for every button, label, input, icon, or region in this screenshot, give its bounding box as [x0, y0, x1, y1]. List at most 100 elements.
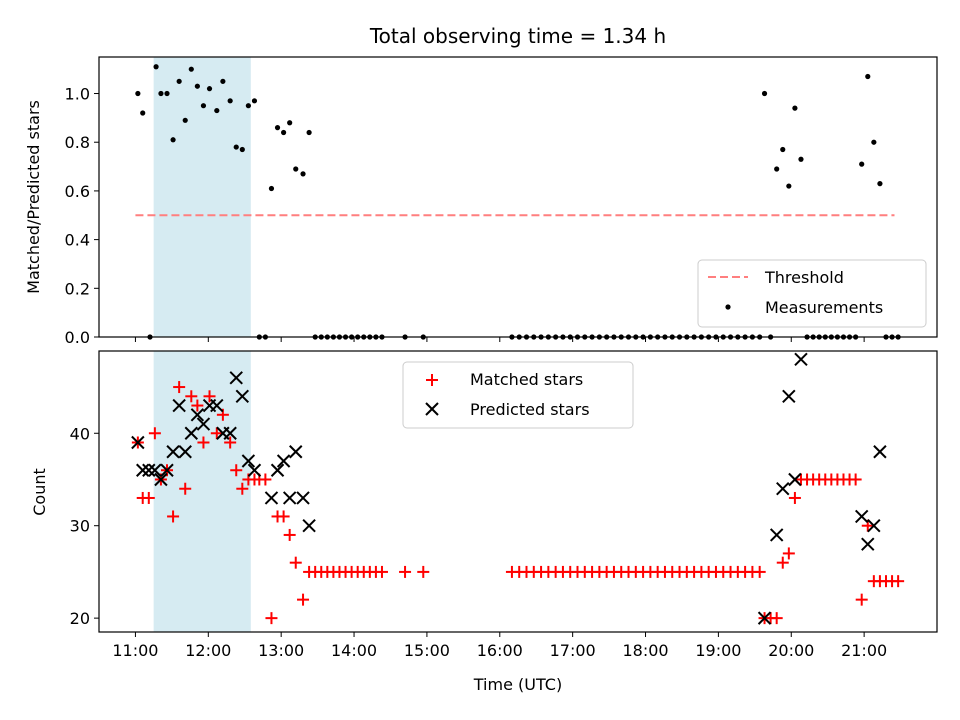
- measurement-point: [798, 156, 804, 162]
- measurement-point: [239, 146, 245, 153]
- matched-star-point: [849, 473, 862, 486]
- predicted-star-point: [229, 371, 243, 385]
- measurement-point: [871, 139, 877, 145]
- predicted-star-point: [154, 472, 168, 487]
- matched-star-point: [210, 427, 223, 440]
- matched-star-point: [142, 491, 155, 504]
- predicted-star-point: [131, 435, 145, 450]
- measurement-point: [281, 129, 287, 136]
- measurement-point: [859, 161, 865, 167]
- predicted-star-point: [282, 491, 297, 505]
- predicted-star-point: [178, 445, 192, 459]
- predicted-star-point: [788, 472, 802, 487]
- measurement-point: [135, 90, 141, 97]
- predicted-star-point: [241, 454, 256, 468]
- top-legend: Threshold Measurements: [697, 259, 927, 328]
- legend-measurements-swatch: [725, 304, 731, 310]
- measurement-point: [140, 110, 146, 116]
- predicted-star-point: [160, 463, 174, 477]
- matched-star-point: [399, 565, 412, 578]
- predicted-star-point: [223, 426, 237, 440]
- measurement-point: [245, 103, 251, 109]
- predicted-star-point: [867, 518, 881, 533]
- predicted-star-point: [190, 408, 205, 422]
- x-tick-label: 16:00: [477, 641, 523, 660]
- matched-star-point: [782, 547, 795, 560]
- x-axis-title: Time (UTC): [473, 675, 562, 694]
- matched-star-point: [230, 464, 243, 477]
- x-tick-label: 13:00: [258, 641, 304, 660]
- bottom-panel: 20 30 40 11:00 12:00 13:00 14:00 15:00 16:00 17:…: [30, 350, 938, 694]
- legend-threshold-label: Threshold: [764, 268, 844, 287]
- legend-matched-label: Matched stars: [470, 370, 583, 389]
- predicted-star-point: [184, 426, 199, 440]
- predicted-star-point: [166, 445, 180, 459]
- matched-star-point: [197, 436, 210, 449]
- x-tick-label: 14:00: [331, 641, 377, 660]
- bottom-legend: Matched stars Predicted stars: [402, 361, 634, 429]
- matched-star-point: [191, 399, 204, 412]
- measurement-point: [194, 83, 200, 89]
- predicted-star-point: [136, 463, 150, 477]
- measurement-point: [865, 73, 871, 80]
- matched-star-point: [148, 427, 161, 440]
- chart-title: Total observing time = 1.34 h: [369, 24, 666, 48]
- x-tick-label: 15:00: [404, 641, 450, 660]
- matched-star-point: [224, 436, 237, 449]
- matched-star-point: [265, 612, 278, 625]
- predicted-star-point: [247, 463, 262, 477]
- matched-star-point: [753, 565, 766, 578]
- x-tick-label: 17:00: [550, 641, 596, 660]
- measurement-point: [170, 137, 176, 143]
- predicted-star-point: [148, 463, 162, 477]
- matched-star-point: [417, 565, 430, 578]
- measurement-point: [274, 125, 281, 131]
- predicted-star-point: [776, 482, 790, 496]
- measurement-point: [214, 107, 220, 114]
- matched-star-point: [855, 593, 868, 606]
- legend-measurements-label: Measurements: [765, 298, 883, 317]
- top-axes-frame: [98, 56, 938, 338]
- matched-star-point: [770, 612, 783, 625]
- predicted-star-point: [861, 537, 875, 551]
- measurement-point: [182, 117, 188, 123]
- matched-star-point: [167, 510, 180, 523]
- predicted-star-point: [873, 445, 887, 459]
- predicted-star-point: [289, 445, 303, 459]
- bottom-y-tick-label: 20: [70, 609, 90, 628]
- bottom-axes-frame: [98, 350, 938, 633]
- predicted-star-point: [782, 389, 796, 403]
- legend-predicted-swatch: [425, 402, 439, 416]
- x-tick-label: 11:00: [112, 641, 158, 660]
- matched-star-point: [259, 473, 272, 486]
- x-tick-label: 20:00: [768, 641, 814, 660]
- measurement-point: [227, 98, 233, 104]
- top-y-tick-label: 0.4: [65, 231, 90, 250]
- top-y-tick-label: 0.8: [65, 133, 90, 152]
- predicted-star-point: [172, 398, 186, 413]
- measurement-point: [268, 185, 275, 192]
- measurement-point: [786, 183, 792, 189]
- measurement-point: [306, 129, 312, 136]
- x-tick-label: 12:00: [185, 641, 231, 660]
- matched-star-point: [203, 390, 216, 403]
- predicted-star-point: [210, 398, 224, 413]
- top-shaded-region: [153, 57, 251, 337]
- x-tick-label: 19:00: [695, 641, 741, 660]
- matched-star-point: [283, 528, 296, 541]
- measurement-point: [176, 78, 182, 84]
- top-y-tick-label: 1.0: [65, 85, 90, 104]
- matched-star-point: [892, 575, 905, 588]
- measurement-point: [164, 90, 170, 97]
- bottom-y-axis-title: Count: [30, 468, 49, 516]
- matched-star-point: [776, 556, 789, 569]
- predicted-star-point: [794, 352, 808, 367]
- measurement-point: [293, 166, 299, 172]
- predicted-star-point: [276, 454, 291, 468]
- top-y-axis-title: Matched/Predicted stars: [24, 100, 43, 294]
- measurement-point: [220, 78, 226, 84]
- predicted-star-point: [142, 463, 156, 477]
- measurement-point: [300, 171, 306, 177]
- measurement-point: [200, 103, 207, 109]
